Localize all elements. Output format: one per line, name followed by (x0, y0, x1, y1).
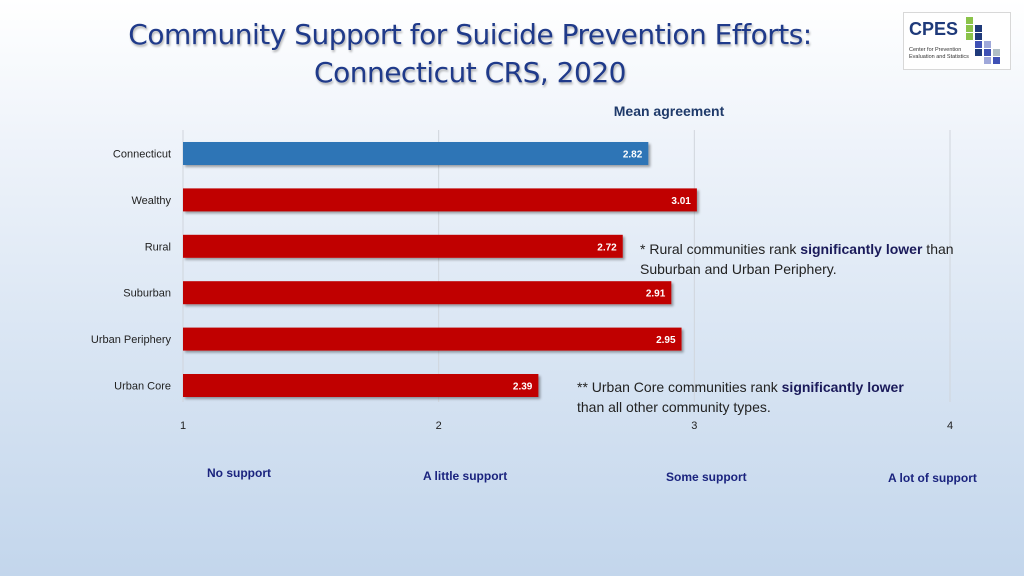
logo-blocks-icon (966, 17, 1010, 65)
category-label: Wealthy (131, 195, 171, 207)
logo-block (993, 49, 1000, 56)
category-label: Suburban (123, 288, 171, 300)
bar (183, 142, 649, 165)
scale-label-no-support: No support (207, 466, 271, 480)
logo-name: CPES (909, 19, 959, 39)
chart-title: Mean agreement (613, 103, 725, 119)
bar-value-label: 2.72 (597, 242, 617, 253)
category-label: Connecticut (113, 149, 171, 161)
category-label: Urban Core (114, 381, 171, 393)
x-tick-label: 2 (436, 420, 442, 432)
logo-block (975, 49, 982, 56)
logo-block (966, 33, 973, 40)
note-rural-suffix: than (922, 241, 954, 257)
x-tick-label: 4 (947, 420, 953, 432)
note-urban-core-prefix: ** Urban Core communities rank (577, 379, 782, 395)
cpes-logo: CPES Center for Prevention Evaluation an… (903, 12, 1011, 70)
x-tick-label: 1 (180, 420, 186, 432)
bar-value-label: 2.82 (623, 150, 643, 161)
title-line-2: Connecticut CRS, 2020 (314, 56, 626, 89)
x-tick-label: 3 (691, 420, 697, 432)
note-urban-core-bold: significantly lower (781, 379, 904, 395)
logo-block (966, 17, 973, 24)
logo-block (975, 41, 982, 48)
category-label: Rural (145, 241, 171, 253)
logo-block (984, 49, 991, 56)
scale-label-some-support: Some support (666, 470, 747, 484)
scale-label-lot-support: A lot of support (888, 471, 977, 485)
logo-block (966, 25, 973, 32)
bar (183, 374, 539, 397)
bar (183, 327, 682, 351)
category-label: Urban Periphery (91, 334, 172, 346)
logo-block (993, 57, 1000, 64)
bar (183, 281, 672, 305)
logo-block (975, 33, 982, 40)
note-urban-core-line-2: than all other community types. (577, 399, 771, 415)
bar (183, 188, 697, 212)
bar-value-label: 2.39 (513, 382, 533, 393)
bar-value-label: 2.91 (646, 289, 666, 300)
logo-block (984, 41, 991, 48)
title-line-1: Community Support for Suicide Prevention… (128, 18, 812, 51)
note-urban-core: ** Urban Core communities rank significa… (577, 377, 904, 417)
bar-value-label: 2.95 (656, 335, 676, 346)
note-rural-bold: significantly lower (800, 241, 923, 257)
logo-subtitle: Center for Prevention Evaluation and Sta… (909, 47, 969, 61)
note-rural: * Rural communities rank significantly l… (640, 239, 954, 279)
scale-label-little-support: A little support (423, 469, 508, 483)
logo-block (984, 57, 991, 64)
logo-subtitle-line-1: Center for Prevention (909, 47, 962, 53)
note-rural-prefix: * Rural communities rank (640, 241, 801, 257)
note-rural-line-2: Suburban and Urban Periphery. (640, 261, 837, 277)
logo-block (975, 25, 982, 32)
bar (183, 234, 623, 258)
logo-subtitle-line-2: Evaluation and Statistics (909, 54, 969, 60)
page-title: Community Support for Suicide Prevention… (80, 16, 860, 92)
bar-value-label: 3.01 (671, 196, 691, 207)
